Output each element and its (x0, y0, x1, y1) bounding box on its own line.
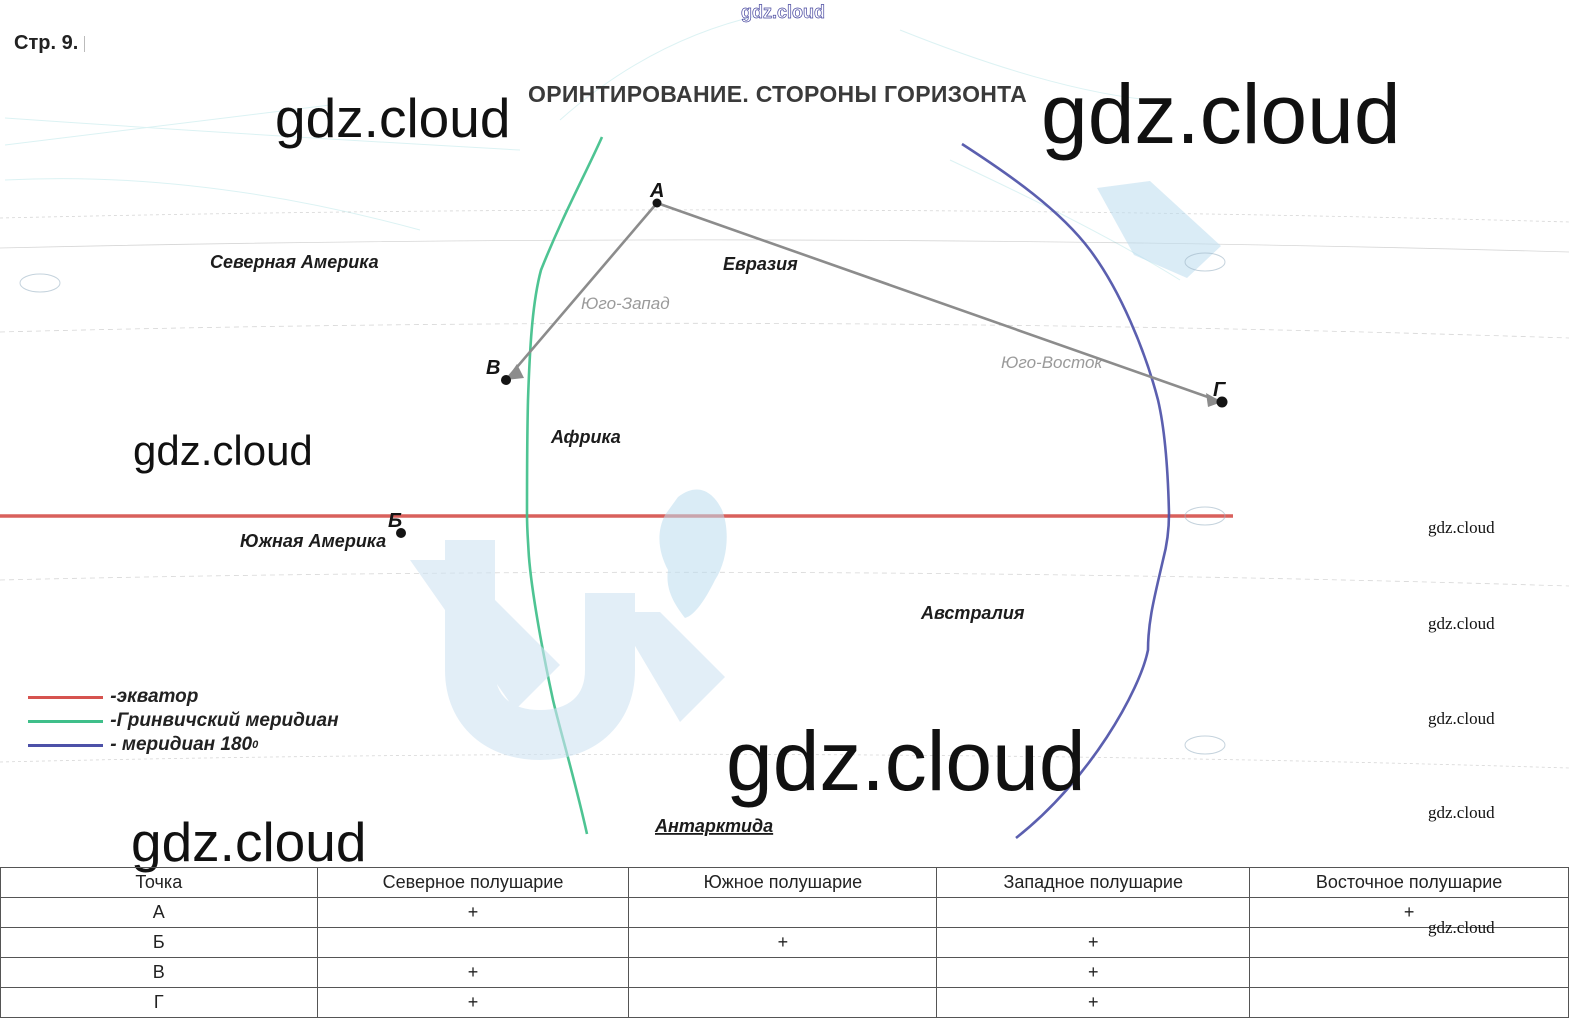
svg-text:Юго-Запад: Юго-Запад (581, 294, 670, 313)
svg-text:Евразия: Евразия (723, 254, 798, 274)
svg-text:Юго-Восток: Юго-Восток (1001, 353, 1103, 372)
svg-text:Антарктида: Антарктида (654, 816, 773, 836)
svg-text:Южная Америка: Южная Америка (240, 531, 386, 551)
svg-text:Африка: Африка (550, 427, 621, 447)
svg-text:Северная Америка: Северная Америка (210, 252, 379, 272)
svg-text:Австралия: Австралия (920, 603, 1025, 623)
